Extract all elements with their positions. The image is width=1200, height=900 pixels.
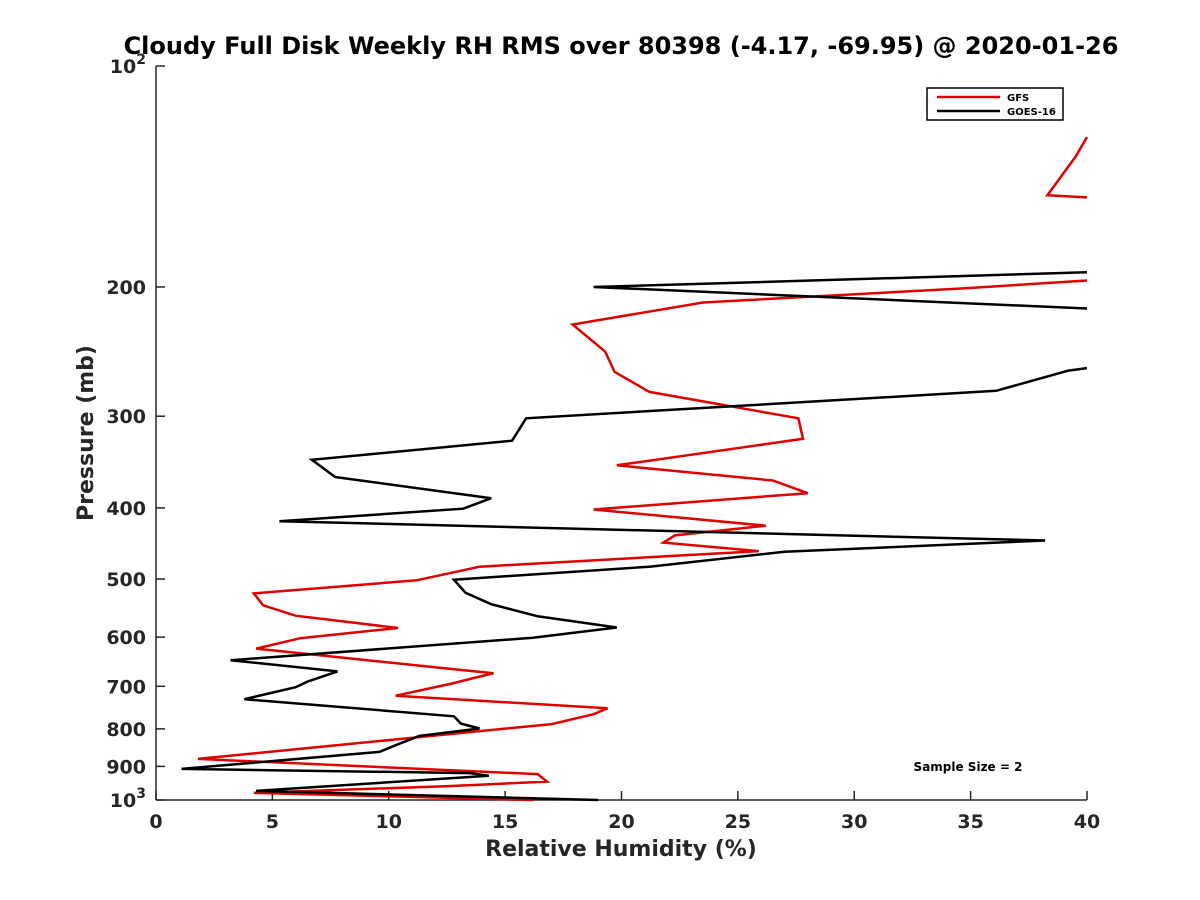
x-tick-label: 40 [1074,811,1100,833]
y-ticks: 102 200 300 400 500 600 700 800 900 103 [106,52,165,812]
legend-box [926,87,1064,121]
y-axis-label: Pressure (mb) [74,345,99,521]
x-tick-label: 10 [376,811,402,833]
x-tick-label: 5 [266,811,279,833]
y-tick-label: 102 [110,52,146,78]
x-tick-label: 0 [149,811,162,833]
y-tick-label: 300 [106,406,146,428]
x-ticks: 0 5 10 15 20 25 30 35 40 [149,791,1100,833]
y-tick-exponent: 2 [136,52,146,68]
y-tick-label: 200 [106,277,146,299]
x-tick-label: 30 [841,811,867,833]
series-line-gfs [197,136,1089,802]
y-tick-exponent: 3 [136,786,146,802]
chart-title: Cloudy Full Disk Weekly RH RMS over 8039… [124,32,1119,60]
x-tick-label: 25 [725,811,751,833]
y-tick-label: 600 [106,627,146,649]
y-tick-label: 900 [106,756,146,778]
x-tick-label: 35 [957,811,983,833]
y-tick-label: 103 [110,786,146,812]
legend-label-gfs: GFS [1007,93,1029,104]
plot-area: 0 5 10 15 20 25 30 35 40 102 200 300 400 500 600 700 80… [106,52,1100,833]
y-tick-label: 800 [106,719,146,741]
x-tick-label: 20 [608,811,634,833]
series-line-goes16 [181,271,1088,802]
legend: GFS GOES-16 [926,87,1064,121]
y-tick-label: 400 [106,498,146,520]
x-axis-label: Relative Humidity (%) [485,837,757,862]
series-layer [181,136,1089,802]
sample-size-annotation: Sample Size = 2 [914,760,1023,774]
legend-label-goes16: GOES-16 [1007,107,1056,118]
x-tick-label: 15 [492,811,518,833]
y-tick-label: 500 [106,569,146,591]
y-tick-label: 700 [106,676,146,698]
